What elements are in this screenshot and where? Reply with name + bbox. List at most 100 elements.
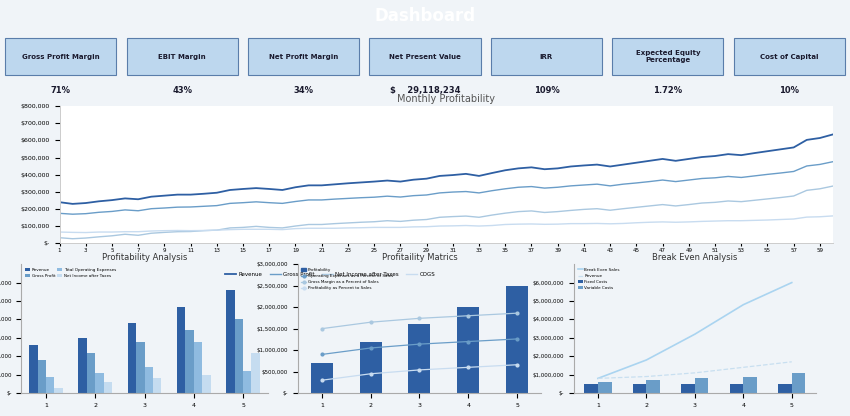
Legend: Revenue, Gross Profit, Net Income after Taxes, COGS: Revenue, Gross Profit, Net Income after … xyxy=(223,270,438,279)
Bar xyxy=(177,307,185,393)
Gross Profit xyxy=(316,198,326,203)
Text: Gross Profit Margin: Gross Profit Margin xyxy=(22,54,99,59)
Bar xyxy=(311,363,333,393)
Net Income after Taxes xyxy=(316,222,326,227)
Text: 43%: 43% xyxy=(173,86,192,95)
FancyBboxPatch shape xyxy=(490,38,602,75)
COGS xyxy=(199,228,209,233)
COGS xyxy=(291,226,301,231)
Gross Profit xyxy=(264,200,275,205)
Gross Profit xyxy=(199,204,209,209)
Operating Expenses as a Percent of Sales xyxy=(415,342,425,347)
Title: Profitability Analysis: Profitability Analysis xyxy=(102,253,187,262)
Bar xyxy=(633,384,646,393)
Text: EBIT Margin: EBIT Margin xyxy=(158,54,206,59)
Legend: Revenue, Gross Profit, Total Operating Expenses, Net Income after Taxes: Revenue, Gross Profit, Total Operating E… xyxy=(23,266,118,280)
Bar xyxy=(235,319,243,393)
Line: Net Income after Taxes: Net Income after Taxes xyxy=(60,186,833,239)
Revenue xyxy=(199,191,209,196)
Bar xyxy=(87,353,95,393)
Line: Revenue: Revenue xyxy=(60,134,833,204)
Revenue xyxy=(552,166,563,171)
Bar xyxy=(360,342,382,393)
Bar xyxy=(46,376,54,393)
Operating Expenses as a Percent of Sales xyxy=(463,339,473,344)
Revenue xyxy=(593,376,604,381)
Legend: Break Even Sales, Revenue, Fixed Costs, Variable Costs: Break Even Sales, Revenue, Fixed Costs, … xyxy=(575,266,621,292)
Revenue xyxy=(316,183,326,188)
COGS xyxy=(316,226,326,231)
Bar xyxy=(585,384,598,393)
Bar xyxy=(226,290,235,393)
Gross Profit xyxy=(330,197,340,202)
Title: Break Even Analysis: Break Even Analysis xyxy=(652,253,738,262)
Bar xyxy=(646,380,660,393)
Bar xyxy=(243,371,252,393)
Break Even Sales xyxy=(593,376,604,381)
Gross Margin as a Percent of Sales xyxy=(366,319,376,324)
FancyBboxPatch shape xyxy=(734,38,845,75)
Bar xyxy=(202,375,211,393)
COGS xyxy=(81,230,91,235)
Line: COGS: COGS xyxy=(60,216,833,233)
Bar xyxy=(598,382,611,393)
FancyBboxPatch shape xyxy=(612,38,723,75)
Text: Cost of Capital: Cost of Capital xyxy=(760,54,819,59)
Gross Profit xyxy=(828,159,838,164)
Bar xyxy=(730,384,743,393)
Net Income after Taxes xyxy=(291,223,301,228)
Bar xyxy=(185,330,194,393)
Break Even Sales xyxy=(689,332,700,337)
Bar xyxy=(29,345,37,393)
COGS xyxy=(330,226,340,231)
Revenue xyxy=(738,365,748,370)
Break Even Sales xyxy=(641,357,651,362)
Text: Net Present Value: Net Present Value xyxy=(389,54,461,59)
Net Income after Taxes xyxy=(199,228,209,233)
Text: Net Profit Margin: Net Profit Margin xyxy=(269,54,338,59)
Bar xyxy=(409,324,430,393)
Text: Dashboard: Dashboard xyxy=(375,7,475,25)
Revenue xyxy=(641,374,651,379)
Text: 109%: 109% xyxy=(534,86,559,95)
Title: Profitaility Matrics: Profitaility Matrics xyxy=(382,253,457,262)
Bar xyxy=(779,384,792,393)
FancyBboxPatch shape xyxy=(127,38,238,75)
Text: $    29,118,234: $ 29,118,234 xyxy=(390,86,460,95)
Bar xyxy=(694,379,708,393)
Bar xyxy=(144,367,153,393)
Bar xyxy=(791,373,805,393)
Net Income after Taxes xyxy=(828,183,838,188)
Net Income after Taxes xyxy=(67,236,77,241)
Revenue xyxy=(291,185,301,190)
Gross Margin as a Percent of Sales xyxy=(415,316,425,321)
Bar xyxy=(128,323,136,393)
Title: Monthly Profitability: Monthly Profitability xyxy=(397,94,496,104)
Gross Profit xyxy=(552,185,563,190)
Bar xyxy=(194,342,202,393)
Line: Operating Expenses as a Percent of Sales: Operating Expenses as a Percent of Sales xyxy=(320,337,518,356)
FancyBboxPatch shape xyxy=(248,38,360,75)
Net Income after Taxes xyxy=(330,221,340,226)
Operating Expenses as a Percent of Sales xyxy=(317,352,327,357)
Gross Profit xyxy=(54,211,65,216)
Text: 1.72%: 1.72% xyxy=(654,86,683,95)
Net Income after Taxes xyxy=(264,225,275,230)
Revenue xyxy=(828,132,838,137)
COGS xyxy=(54,230,65,235)
FancyBboxPatch shape xyxy=(370,38,480,75)
Bar xyxy=(457,307,479,393)
Gross Margin as a Percent of Sales xyxy=(463,313,473,318)
Revenue xyxy=(67,201,77,206)
Operating Expenses as a Percent of Sales xyxy=(366,345,376,350)
Net Income after Taxes xyxy=(552,209,563,214)
Profitability as Percent to Sales xyxy=(463,365,473,370)
COGS xyxy=(828,213,838,218)
Profitability as Percent to Sales xyxy=(366,371,376,376)
Profitability as Percent to Sales xyxy=(317,378,327,383)
Bar xyxy=(506,286,528,393)
Break Even Sales xyxy=(786,280,796,285)
Bar xyxy=(743,376,756,393)
Revenue xyxy=(786,359,796,364)
Revenue xyxy=(54,200,65,205)
